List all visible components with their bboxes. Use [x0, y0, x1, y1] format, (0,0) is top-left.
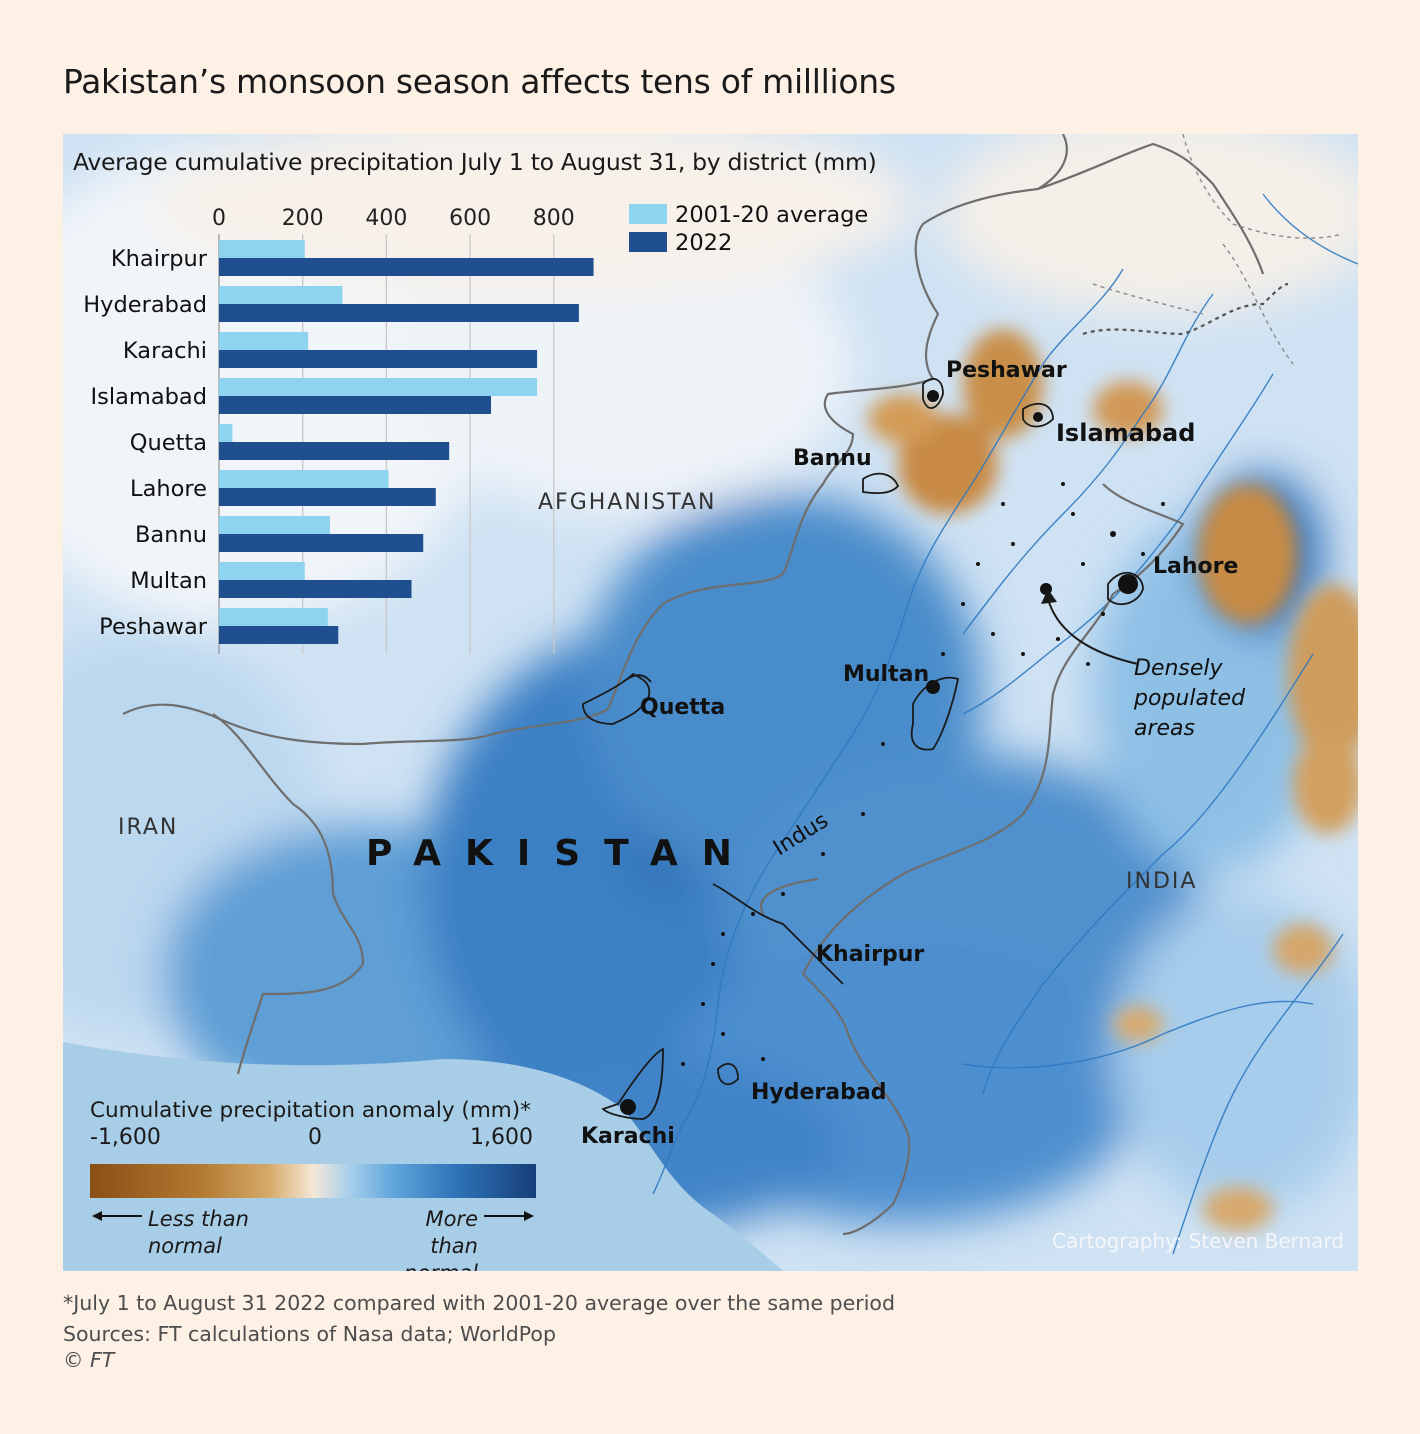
map-panel: AFGHANISTAN IRAN INDIA PAKISTAN Indus Pe…: [63, 134, 1358, 1271]
x-tick-label: 800: [533, 206, 575, 231]
footnote: *July 1 to August 31 2022 compared with …: [63, 1291, 895, 1315]
city-label-multan: Multan: [843, 662, 929, 687]
annotation-line-1: Densely: [1134, 656, 1224, 681]
chart-subtitle: Average cumulative precipitation July 1 …: [73, 148, 877, 176]
category-label: Quetta: [130, 430, 207, 456]
legend-less-label: Less than normal: [148, 1206, 249, 1260]
annotation-arrowhead: [1041, 589, 1057, 604]
legend-less-line-1: Less than: [148, 1207, 249, 1231]
population-dots: [620, 390, 1165, 1115]
legend-swatch: [629, 232, 667, 252]
map-labels: AFGHANISTAN IRAN INDIA PAKISTAN Indus Pe…: [118, 358, 1246, 1149]
more-arrowhead: [524, 1211, 534, 1221]
category-label: Peshawar: [99, 614, 208, 640]
category-label: Bannu: [135, 522, 207, 548]
category-label: Islamabad: [91, 384, 207, 410]
precipitation-map: AFGHANISTAN IRAN INDIA PAKISTAN Indus Pe…: [63, 134, 1358, 1271]
bar-2022: [219, 488, 436, 506]
copyright: © FT: [63, 1348, 115, 1372]
bar-2022: [219, 442, 450, 460]
legend-ticks: -1,600 0 1,600: [90, 1123, 560, 1153]
annotation-line-2: populated: [1133, 686, 1246, 711]
bar-average: [219, 240, 305, 258]
legend-tick-zero: 0: [308, 1125, 322, 1150]
legend-more-line-2: normal: [376, 1260, 478, 1271]
sources: Sources: FT calculations of Nasa data; W…: [63, 1322, 556, 1346]
legend-label: 2022: [675, 230, 732, 256]
arabian-sea: [63, 1042, 783, 1271]
legend-label: 2001-20 average: [675, 202, 868, 228]
legend-arrows: [92, 1211, 534, 1221]
city-label-khairpur: Khairpur: [816, 942, 924, 967]
legend-more-line-1: More than: [425, 1207, 478, 1258]
annotation-arrow: [1047, 598, 1139, 665]
bar-2022: [219, 626, 339, 644]
bar-average: [219, 516, 330, 534]
bar-average: [219, 378, 538, 396]
rivers: [652, 193, 1358, 1255]
city-label-islamabad: Islamabad: [1056, 419, 1195, 447]
country-label-afghanistan: AFGHANISTAN: [538, 490, 717, 515]
province-boundaries: [1092, 134, 1344, 365]
city-label-peshawar: Peshawar: [946, 358, 1067, 383]
legend-title: Cumulative precipitation anomaly (mm)*: [90, 1098, 531, 1123]
city-label-quetta: Quetta: [640, 695, 725, 720]
legend-tick-min: -1,600: [90, 1125, 161, 1150]
anomaly-field: [63, 134, 1358, 1234]
bar-2022: [219, 396, 492, 414]
x-tick-label: 400: [365, 206, 407, 231]
bar-average: [219, 424, 233, 442]
category-label: Lahore: [130, 476, 207, 502]
anomaly-legend: Cumulative precipitation anomaly (mm)* -…: [90, 1098, 560, 1271]
line-of-control: [1082, 282, 1289, 336]
country-label-india: INDIA: [1126, 869, 1197, 894]
legend-less-line-2: normal: [148, 1234, 222, 1258]
page-title: Pakistan’s monsoon season affects tens o…: [63, 62, 896, 101]
bar-2022: [219, 258, 594, 276]
bar-average: [219, 562, 305, 580]
bar-average: [219, 332, 309, 350]
x-tick-label: 200: [282, 206, 324, 231]
country-label-iran: IRAN: [118, 815, 178, 840]
country-label-pakistan: PAKISTAN: [366, 833, 756, 874]
bar-average: [219, 286, 343, 304]
bar-average: [219, 608, 328, 626]
bar-2022: [219, 580, 412, 598]
category-label: Multan: [130, 568, 207, 594]
bar-2022: [219, 350, 538, 368]
legend-more-label: More than normal: [376, 1206, 478, 1271]
x-tick-label: 600: [449, 206, 491, 231]
legend-tick-max: 1,600: [470, 1125, 533, 1150]
cartography-credit: Cartography: Steven Bernard: [1052, 1229, 1344, 1253]
city-label-lahore: Lahore: [1153, 554, 1238, 579]
category-label: Karachi: [123, 338, 207, 364]
city-label-bannu: Bannu: [793, 446, 872, 471]
bar-2022: [219, 534, 424, 552]
x-tick-label: 0: [212, 206, 226, 231]
bar-2022: [219, 304, 579, 322]
legend-swatch: [629, 204, 667, 224]
bar-average: [219, 470, 389, 488]
bar-chart: 0 200 400 600 800 Khairpur Hyderabad Karachi Isl…: [83, 202, 868, 654]
city-label-karachi: Karachi: [581, 1124, 675, 1149]
less-arrowhead: [92, 1211, 102, 1221]
city-label-hyderabad: Hyderabad: [751, 1080, 886, 1105]
annotation-line-3: areas: [1134, 716, 1195, 741]
legend-color-ramp: [90, 1164, 536, 1198]
category-label: Khairpur: [111, 246, 208, 272]
category-label: Hyderabad: [83, 292, 207, 318]
